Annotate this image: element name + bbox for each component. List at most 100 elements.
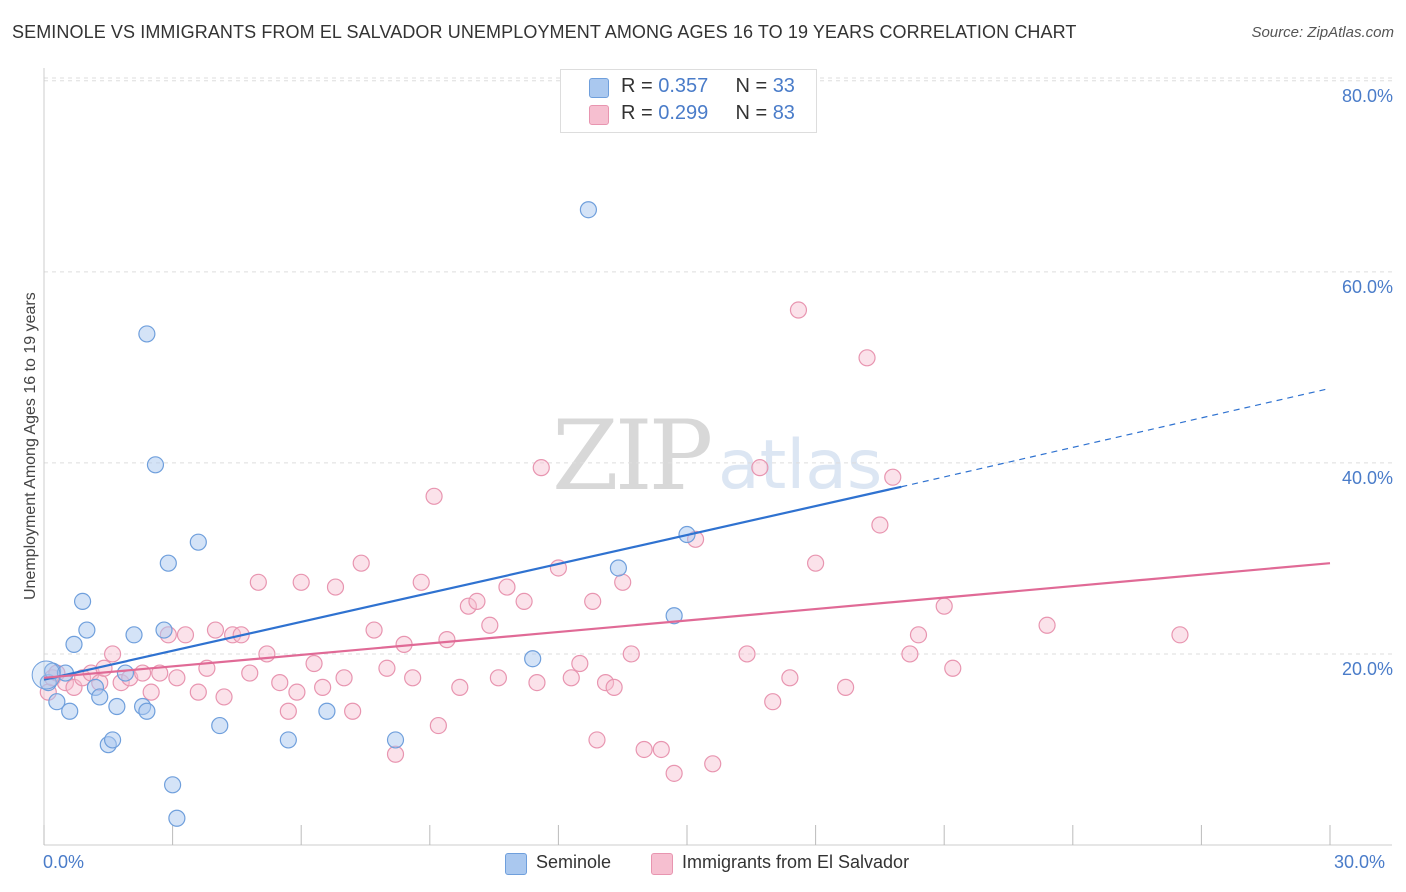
seminole-point bbox=[116, 664, 135, 682]
salvador-point bbox=[588, 731, 606, 749]
salvador-point bbox=[858, 349, 876, 367]
salvador-point bbox=[909, 626, 928, 644]
seminole-points bbox=[31, 201, 696, 827]
salvador-point bbox=[176, 626, 195, 644]
seminole-point bbox=[61, 702, 79, 720]
salvador-legend-swatch bbox=[651, 853, 673, 875]
salvador-point bbox=[751, 459, 769, 477]
salvador-point bbox=[215, 688, 233, 706]
salvador-point bbox=[944, 659, 962, 677]
salvador-point bbox=[344, 702, 362, 720]
salvador-points bbox=[39, 301, 1189, 782]
salvador-point bbox=[515, 592, 533, 610]
y-tick-20: 20.0% bbox=[1341, 659, 1393, 679]
salvador-point bbox=[249, 573, 267, 591]
salvador-point bbox=[314, 678, 332, 696]
y-tick-40: 40.0% bbox=[1341, 468, 1393, 488]
salvador-point bbox=[837, 678, 855, 696]
seminole-point bbox=[318, 702, 336, 720]
r-value: 0.299 bbox=[658, 102, 709, 124]
salvador-point bbox=[65, 678, 83, 696]
seminole-point bbox=[665, 607, 683, 625]
r-value: 0.357 bbox=[658, 75, 709, 97]
salvador-point bbox=[168, 669, 186, 687]
salvador-point bbox=[806, 554, 825, 572]
seminole-point bbox=[189, 533, 207, 551]
salvador-point bbox=[142, 683, 160, 701]
salvador-point bbox=[935, 597, 953, 615]
seminole-legend-label: Seminole bbox=[536, 852, 612, 872]
salvador-point bbox=[468, 592, 486, 610]
chart-title: SEMINOLE VS IMMIGRANTS FROM EL SALVADOR … bbox=[12, 22, 1077, 42]
salvador-point bbox=[241, 664, 259, 682]
salvador-point bbox=[429, 716, 447, 735]
salvador-point bbox=[532, 459, 550, 477]
seminole-point bbox=[91, 688, 109, 706]
salvador-point bbox=[901, 645, 919, 663]
axes bbox=[43, 68, 1392, 846]
seminole-point bbox=[138, 702, 156, 720]
salvador-point bbox=[789, 301, 808, 319]
salvador-point bbox=[386, 745, 405, 763]
seminole-point bbox=[386, 731, 405, 749]
seminole-point bbox=[48, 693, 66, 711]
salvador-point bbox=[292, 573, 310, 591]
y-axis-label: Unemployment Among Ages 16 to 19 years bbox=[22, 292, 39, 600]
salvador-point bbox=[584, 592, 602, 610]
watermark-zip: ZIP bbox=[552, 400, 713, 512]
seminole-point bbox=[146, 456, 165, 474]
x-tick-end: 30.0% bbox=[1334, 852, 1386, 872]
x-tick-start: 0.0% bbox=[43, 852, 85, 872]
salvador-point bbox=[562, 669, 580, 687]
salvador-point bbox=[365, 621, 383, 639]
r-label: R = bbox=[621, 102, 653, 124]
salvador-point bbox=[1171, 626, 1189, 644]
seminole-point bbox=[155, 621, 173, 639]
salvador-point bbox=[189, 683, 207, 701]
salvador-point bbox=[738, 645, 756, 663]
source-label: Source: ZipAtlas.com bbox=[1251, 24, 1394, 41]
salvador-point bbox=[151, 664, 169, 682]
salvador-point bbox=[571, 654, 589, 673]
seminole-point bbox=[138, 325, 156, 343]
salvador-point bbox=[378, 659, 396, 677]
salvador-point bbox=[665, 764, 683, 782]
salvador-point bbox=[271, 673, 289, 692]
salvador-point bbox=[412, 573, 430, 591]
salvador-point bbox=[781, 669, 799, 687]
seminole-point bbox=[73, 592, 92, 610]
salvador-point bbox=[425, 487, 443, 505]
gridlines bbox=[44, 77, 1392, 655]
seminole-trend-line bbox=[43, 485, 902, 681]
seminole-point bbox=[103, 731, 122, 749]
n-label: N = bbox=[735, 102, 768, 124]
watermark-atlas: atlas bbox=[718, 426, 883, 505]
salvador-point bbox=[279, 702, 297, 720]
seminole-point bbox=[125, 626, 143, 644]
salvador-trend-line bbox=[43, 562, 1331, 679]
salvador-point bbox=[498, 578, 516, 596]
salvador-point bbox=[326, 578, 345, 596]
seminole-point bbox=[609, 559, 628, 577]
correlation-legend: R = 0.357 N = 33 R = 0.299 N = 83 bbox=[560, 69, 817, 133]
salvador-point bbox=[103, 645, 122, 663]
salvador-point bbox=[451, 678, 469, 696]
salvador-point bbox=[635, 740, 653, 759]
y-tick-60: 60.0% bbox=[1341, 277, 1393, 297]
y-tick-80: 80.0% bbox=[1341, 86, 1393, 106]
salvador-point bbox=[404, 669, 422, 687]
seminole-point bbox=[211, 716, 229, 735]
salvador-point bbox=[288, 683, 306, 701]
seminole-trend-extension bbox=[901, 387, 1331, 488]
salvador-point bbox=[206, 621, 225, 639]
salvador-point bbox=[438, 631, 456, 649]
n-value: 83 bbox=[772, 102, 795, 124]
salvador-point bbox=[605, 678, 623, 696]
seminole-point bbox=[159, 554, 177, 572]
seminole-point bbox=[279, 731, 297, 749]
salvador-point bbox=[352, 554, 370, 572]
salvador-point bbox=[596, 673, 615, 692]
salvador-point bbox=[528, 673, 546, 692]
seminole-point bbox=[524, 650, 542, 668]
